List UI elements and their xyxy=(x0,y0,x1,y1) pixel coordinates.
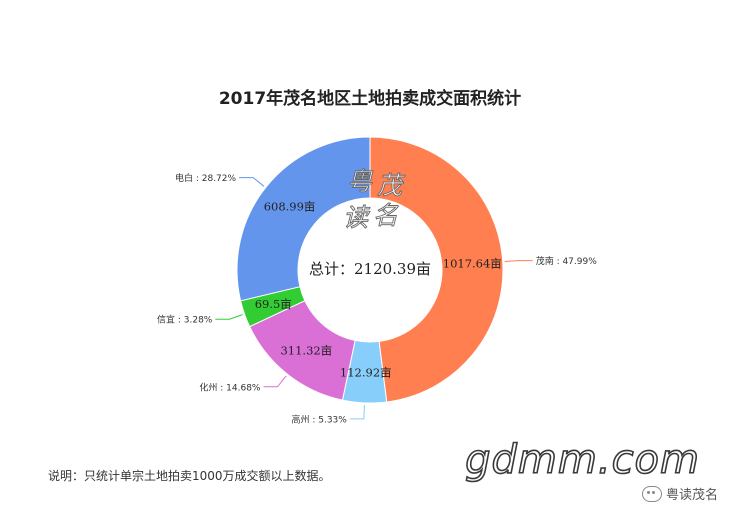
slice-percent-label-5: 电白 : 28.72% xyxy=(175,172,237,184)
slice-percent-label-1: 茂南 : 47.99% xyxy=(536,255,598,267)
leader-line-1 xyxy=(504,260,533,262)
leader-line-3 xyxy=(263,375,287,388)
logo-char-2: 茂 xyxy=(377,171,406,200)
logo-char-4: 名 xyxy=(373,201,399,230)
leader-line-5 xyxy=(239,177,265,187)
wechat-icon xyxy=(641,485,662,502)
chart-title: 2017年茂名地区土地拍卖成交面积统计 xyxy=(218,89,522,109)
slice-value-label-5: 608.99亩 xyxy=(264,199,316,213)
leader-line-2 xyxy=(349,404,365,420)
slice-percent-label-2: 高州 : 5.33% xyxy=(291,413,347,425)
slice-percent-label-4: 信宜 : 3.28% xyxy=(157,314,213,326)
slice-value-label-2: 112.92亩 xyxy=(340,365,392,379)
brand-badge: 粤读茂名 xyxy=(641,484,718,503)
logo-seal: 粤 茂 读 名 xyxy=(343,167,407,233)
site-watermark: gdmm.com xyxy=(464,436,700,484)
logo-char-1: 粤 xyxy=(347,167,374,196)
slice-1 xyxy=(369,136,504,403)
slice-value-label-3: 311.32亩 xyxy=(280,343,332,357)
footnote: 说明：只统计单宗土地拍卖1000万成交额以上数据。 xyxy=(48,469,331,483)
leader-line-4 xyxy=(215,314,243,320)
slice-5 xyxy=(236,136,371,302)
slice-value-label-4: 69.5亩 xyxy=(255,297,292,311)
center-total-label: 总计：2120.39亩 xyxy=(309,260,431,278)
brand-name: 粤读茂名 xyxy=(665,488,718,503)
slice-percent-label-3: 化州 : 14.68% xyxy=(199,381,261,393)
slice-value-label-1: 1017.64亩 xyxy=(443,257,502,271)
logo-char-3: 读 xyxy=(343,203,371,232)
